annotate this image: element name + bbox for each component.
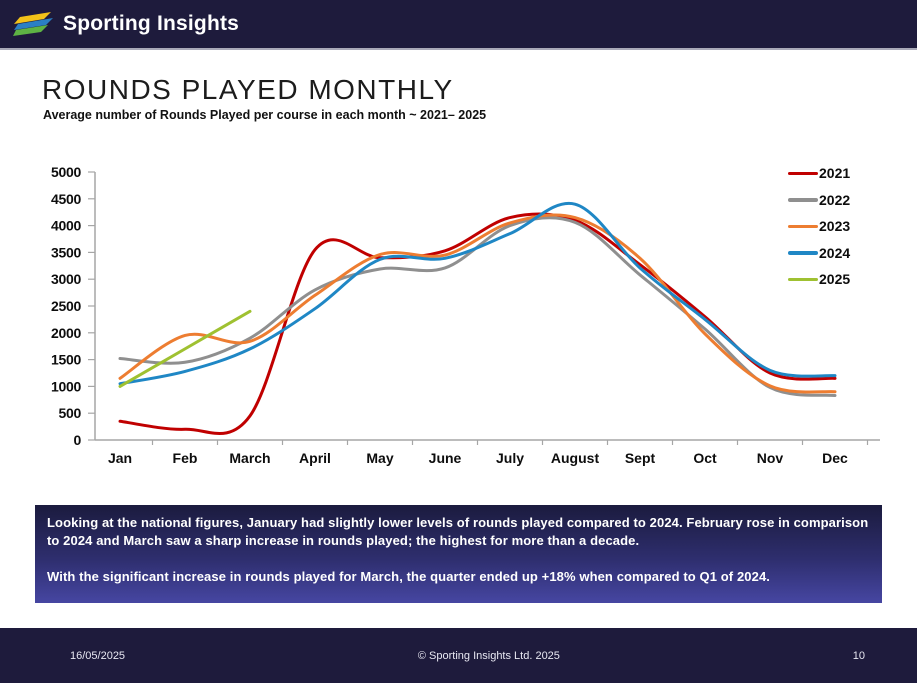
x-tick-label: Jan	[108, 450, 132, 466]
legend-label: 2021	[819, 165, 851, 182]
x-tick-label: July	[496, 450, 524, 466]
y-tick-label: 0	[74, 432, 82, 448]
page-title: ROUNDS PLAYED MONTHLY	[42, 74, 454, 105]
legend-line-swatch	[788, 198, 818, 202]
legend-line-swatch	[788, 171, 818, 175]
legend-line-swatch	[788, 251, 818, 255]
x-tick-label: Feb	[173, 450, 198, 466]
footer-copyright: © Sporting Insights Ltd. 2025	[417, 649, 560, 662]
legend-item-2023: 2023	[788, 213, 898, 240]
legend-item-2024: 2024	[788, 240, 898, 267]
y-tick-label: 4000	[51, 218, 81, 234]
series-line-2023	[118, 213, 837, 394]
y-tick-label: 2500	[51, 298, 81, 314]
page-subtitle: Average number of Rounds Played per cour…	[43, 108, 487, 122]
x-tick-label: March	[229, 450, 270, 466]
commentary-paragraph-2: With the significant increase in rounds …	[47, 569, 770, 584]
legend-label: 2023	[819, 218, 851, 235]
y-tick-label: 500	[59, 405, 82, 421]
x-tick-label: Sept	[625, 450, 656, 466]
header-bar: Sporting Insights	[0, 0, 917, 50]
logo-stripe-blue	[14, 18, 53, 30]
series-line-2021	[118, 212, 837, 435]
legend-label: 2024	[819, 244, 851, 261]
legend-item-2021: 2021	[788, 160, 898, 187]
footer-bar: 16/05/2025 © Sporting Insights Ltd. 2025…	[0, 628, 917, 683]
legend-line-swatch	[788, 277, 818, 281]
x-tick-label: August	[551, 450, 600, 466]
commentary-paragraph-1: Looking at the national figures, January…	[47, 515, 869, 548]
y-tick-label: 3000	[51, 271, 81, 287]
y-tick-label: 1000	[51, 378, 81, 394]
x-tick-label: Nov	[757, 450, 784, 466]
legend-item-2022: 2022	[788, 187, 898, 214]
brand-name: Sporting Insights	[63, 12, 240, 35]
series-line-2024	[118, 201, 837, 386]
y-tick-label: 5000	[51, 164, 81, 180]
y-tick-label: 3500	[51, 244, 81, 260]
brand-logo-icon	[13, 12, 53, 36]
x-tick-label: Oct	[693, 450, 717, 466]
legend-label: 2022	[819, 191, 851, 208]
footer-date: 16/05/2025	[70, 649, 126, 662]
footer-page-number: 10	[852, 649, 865, 662]
y-tick-label: 1500	[51, 352, 81, 368]
x-tick-label: May	[366, 450, 393, 466]
x-tick-label: June	[429, 450, 462, 466]
chart-legend: 2021 2022 2023 2024 2025	[788, 160, 898, 293]
legend-item-2025: 2025	[788, 266, 898, 293]
logo-stripe-green	[13, 25, 48, 36]
commentary-box: Looking at the national figures, January…	[35, 505, 882, 603]
line-chart: 0 500 1000 1500 2000 2500 3000 3500 4000 4500 5000…	[30, 160, 900, 482]
legend-line-swatch	[788, 224, 818, 228]
x-tick-label: April	[299, 450, 331, 466]
series-line-2022	[118, 216, 837, 398]
legend-label: 2025	[819, 271, 851, 288]
y-tick-label: 4500	[51, 191, 81, 207]
chart-canvas: 0 500 1000 1500 2000 2500 3000 3500 4000 4500 5000…	[51, 164, 880, 466]
series-line-2025	[118, 309, 252, 388]
y-tick-label: 2000	[51, 325, 81, 341]
logo-stripe-yellow	[14, 12, 51, 24]
x-tick-label: Dec	[822, 450, 848, 466]
